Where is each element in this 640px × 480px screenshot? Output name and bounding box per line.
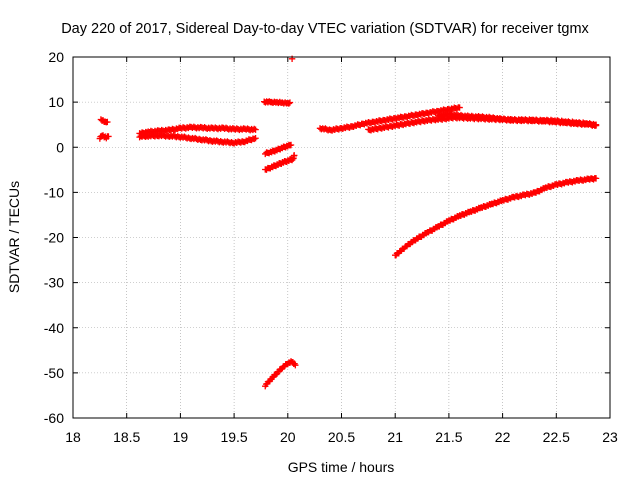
y-tick-label: 20 (48, 49, 64, 65)
x-tick-label: 20.5 (328, 429, 355, 445)
y-tick-label: 0 (56, 139, 64, 155)
x-tick-label: 21.5 (435, 429, 462, 445)
data-series-segment (316, 104, 463, 134)
data-series-segment (392, 174, 600, 259)
data-point-markers (316, 104, 463, 134)
data-point-markers (260, 98, 294, 107)
x-tick-label: 19.5 (220, 429, 247, 445)
x-tick-label: 22 (495, 429, 511, 445)
data-point-markers (262, 152, 298, 173)
data-point-markers (262, 358, 299, 390)
data-series-segment (262, 358, 299, 390)
y-tick-label: -10 (44, 184, 64, 200)
data-point-markers (262, 141, 295, 158)
data-series-segment (96, 132, 112, 142)
grid-lines (73, 57, 610, 418)
x-tick-label: 18 (65, 429, 81, 445)
data-series-segment (136, 123, 259, 138)
data-series-segment (434, 110, 600, 129)
x-tick-label: 21 (387, 429, 403, 445)
y-axis-label: SDTVAR / TECUs (6, 181, 22, 293)
y-tick-label: -40 (44, 320, 64, 336)
x-tick-label: 23 (602, 429, 618, 445)
y-tick-label: -30 (44, 275, 64, 291)
chart-title: Day 220 of 2017, Sidereal Day-to-day VTE… (61, 21, 589, 37)
x-tick-label: 22.5 (543, 429, 570, 445)
y-tick-label: -60 (44, 410, 64, 426)
data-series-segment (262, 141, 295, 158)
data-point-markers (136, 131, 259, 147)
data-points (96, 55, 600, 390)
axis-ticks: 18 18.5 19 19.5 20 20.5 21 21.5 22 22.5 23 20 10 0 -10… (44, 49, 618, 445)
data-point-markers (96, 132, 112, 142)
x-tick-label: 18.5 (113, 429, 140, 445)
data-point-markers (97, 116, 111, 126)
data-point-markers (136, 123, 259, 138)
x-tick-label: 19 (173, 429, 189, 445)
y-tick-label: -20 (44, 230, 64, 246)
data-series-segment (262, 152, 298, 173)
x-axis-label: GPS time / hours (288, 459, 395, 475)
y-tick-label: 10 (48, 94, 64, 110)
data-series-segment (260, 98, 294, 107)
data-series-segment (136, 131, 259, 147)
x-tick-label: 20 (280, 429, 296, 445)
data-point-markers (392, 174, 600, 259)
y-tick-label: -50 (44, 365, 64, 381)
plot-frame (72, 56, 611, 419)
data-series-segment (97, 116, 111, 126)
data-point-markers (434, 110, 600, 129)
